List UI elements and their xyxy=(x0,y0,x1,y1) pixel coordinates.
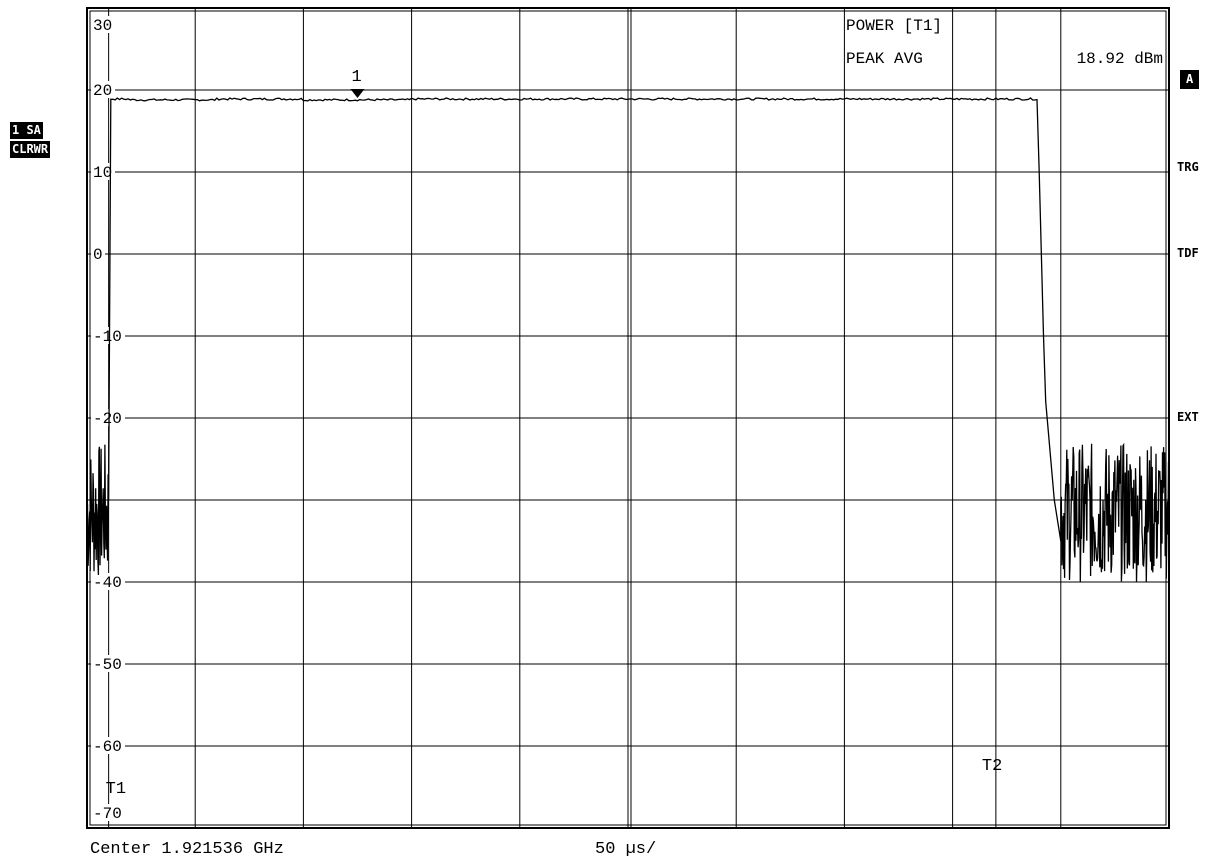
y-tick-label: -60 xyxy=(93,738,122,756)
tick-label-bg xyxy=(91,573,125,590)
power-readout: POWER [T1] PEAK AVG 18.92 dBm xyxy=(846,17,1163,68)
time-line-label: T2 xyxy=(982,757,1002,776)
readout-label: PEAK AVG xyxy=(846,50,923,68)
center-frequency: Center 1.921536 GHz xyxy=(90,840,284,859)
tick-label-bg xyxy=(91,16,115,33)
trace-mode-indicator: CLRWR xyxy=(10,141,51,158)
tick-label-bg xyxy=(91,737,125,754)
y-tick-label: 30 xyxy=(93,17,112,35)
marker-triangle xyxy=(350,89,365,99)
y-tick-label: -20 xyxy=(93,410,122,428)
status-a: A xyxy=(1180,70,1200,89)
tick-label-bg xyxy=(91,409,125,426)
trace-series xyxy=(86,97,1170,582)
y-tick-label: -10 xyxy=(93,328,122,346)
y-tick-label: 10 xyxy=(93,164,112,182)
y-tick-label: -50 xyxy=(93,656,122,674)
grid xyxy=(86,7,1170,829)
status-trg: TRG xyxy=(1177,160,1199,174)
status-ext: EXT xyxy=(1177,410,1199,424)
readout-title: POWER [T1] xyxy=(846,17,942,35)
y-tick-label: -40 xyxy=(93,574,122,592)
y-tick-label: 0 xyxy=(93,246,103,264)
tick-label-bg xyxy=(91,655,125,672)
tick-label-bg xyxy=(91,245,105,262)
y-tick-label: -70 xyxy=(93,805,122,823)
tick-label-bg xyxy=(91,327,125,344)
markers: 1 xyxy=(350,68,365,99)
marker-label: 1 xyxy=(352,68,362,87)
time-line-label: T1 xyxy=(106,780,126,799)
y-tick-labels: 30 20 10 0 -10 -20 -40 -50 -60 -70 xyxy=(91,16,125,823)
status-tdf: TDF xyxy=(1177,246,1199,260)
tick-label-bg xyxy=(91,81,115,98)
readout-value: 18.92 dBm xyxy=(1077,50,1163,68)
tick-label-bg xyxy=(91,804,125,821)
trace-indicator: 1 SA xyxy=(10,122,43,139)
sweep-time: 50 µs/ xyxy=(595,840,657,859)
time-lines: T1 T2 xyxy=(106,8,1002,828)
trace-line xyxy=(86,97,1170,582)
tick-label-bg xyxy=(91,163,115,180)
y-tick-label: 20 xyxy=(93,82,112,100)
